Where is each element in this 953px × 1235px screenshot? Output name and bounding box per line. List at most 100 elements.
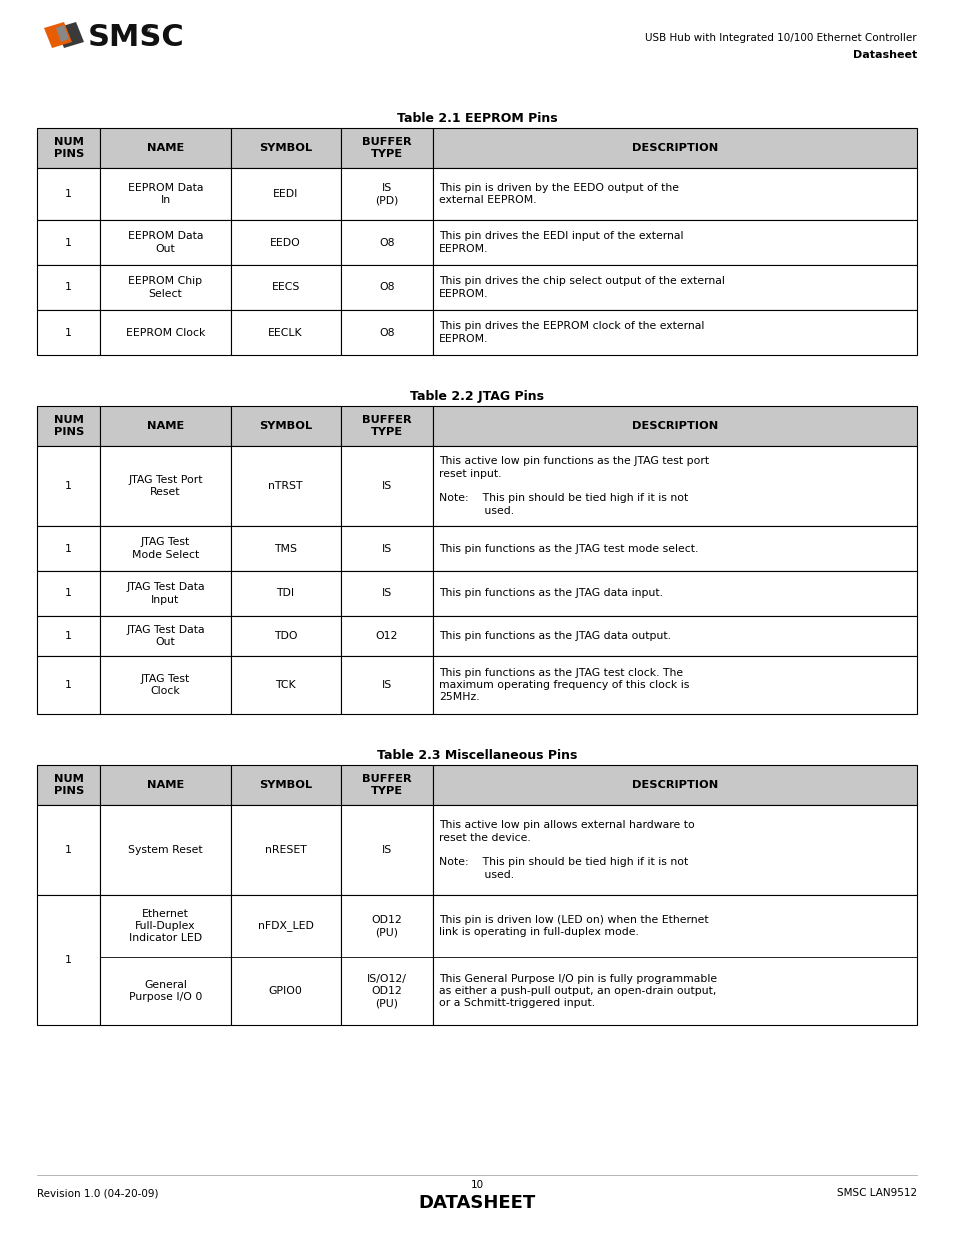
Bar	[340, 220, 433, 266]
Bar	[231, 168, 340, 220]
Text: NAME: NAME	[147, 421, 184, 431]
Bar	[340, 128, 433, 168]
Bar	[231, 895, 340, 1025]
Bar	[37, 128, 100, 168]
Text: EECS: EECS	[271, 283, 299, 293]
Bar	[37, 526, 100, 571]
Bar	[231, 805, 340, 895]
Text: This pin functions as the JTAG data output.: This pin functions as the JTAG data outp…	[438, 631, 670, 641]
Text: 1: 1	[65, 680, 72, 690]
Text: IS
(PD): IS (PD)	[375, 183, 398, 205]
Text: 1: 1	[65, 327, 72, 337]
Text: DESCRIPTION: DESCRIPTION	[631, 781, 718, 790]
Text: JTAG Test
Mode Select: JTAG Test Mode Select	[132, 537, 199, 559]
Bar	[37, 406, 100, 446]
Bar	[231, 571, 340, 616]
Text: This active low pin allows external hardware to
reset the device.

Note:    This: This active low pin allows external hard…	[438, 820, 694, 879]
Bar	[340, 895, 433, 1025]
Text: IS: IS	[381, 543, 392, 553]
Text: NAME: NAME	[147, 143, 184, 153]
Text: SYMBOL: SYMBOL	[259, 143, 312, 153]
Text: NUM
PINS: NUM PINS	[53, 137, 84, 159]
Bar	[100, 805, 231, 895]
Bar	[433, 220, 916, 266]
Text: DESCRIPTION: DESCRIPTION	[631, 421, 718, 431]
Text: USB Hub with Integrated 10/100 Ethernet Controller: USB Hub with Integrated 10/100 Ethernet …	[644, 33, 916, 43]
Text: JTAG Test
Clock: JTAG Test Clock	[141, 674, 190, 697]
Text: nRESET: nRESET	[264, 845, 306, 855]
Text: This pin functions as the JTAG test clock. The
maximum operating frequency of th: This pin functions as the JTAG test cloc…	[438, 668, 689, 703]
Text: EEPROM Data
Out: EEPROM Data Out	[128, 231, 203, 253]
Bar	[100, 616, 231, 656]
Text: Ethernet
Full-Duplex
Indicator LED: Ethernet Full-Duplex Indicator LED	[129, 909, 202, 944]
Text: TDI: TDI	[276, 589, 294, 599]
Bar	[100, 406, 231, 446]
Bar	[37, 168, 100, 220]
Bar	[231, 446, 340, 526]
Text: SYMBOL: SYMBOL	[259, 421, 312, 431]
Text: 1: 1	[65, 283, 72, 293]
Bar	[100, 266, 231, 310]
Bar	[100, 220, 231, 266]
Bar	[340, 168, 433, 220]
Text: JTAG Test Data
Out: JTAG Test Data Out	[126, 625, 205, 647]
Bar	[100, 656, 231, 714]
Text: O8: O8	[378, 327, 395, 337]
Text: Table 2.2 JTAG Pins: Table 2.2 JTAG Pins	[410, 390, 543, 403]
Text: O8: O8	[378, 283, 395, 293]
Text: IS/O12/
OD12
(PU): IS/O12/ OD12 (PU)	[367, 973, 406, 1009]
Bar	[100, 168, 231, 220]
Text: Datasheet: Datasheet	[852, 49, 916, 61]
Text: nTRST: nTRST	[268, 480, 302, 492]
Bar	[37, 656, 100, 714]
Text: BUFFER
TYPE: BUFFER TYPE	[361, 774, 411, 797]
Text: This pin is driven low (LED on) when the Ethernet
link is operating in full-dupl: This pin is driven low (LED on) when the…	[438, 915, 708, 937]
Bar	[433, 616, 916, 656]
Bar	[37, 805, 100, 895]
Bar	[340, 310, 433, 354]
Text: IS: IS	[381, 589, 392, 599]
Bar	[433, 895, 916, 1025]
Bar	[340, 656, 433, 714]
Text: GPIO0: GPIO0	[269, 986, 302, 995]
Text: This pin functions as the JTAG data input.: This pin functions as the JTAG data inpu…	[438, 589, 662, 599]
Text: 1: 1	[65, 631, 72, 641]
Text: EEDI: EEDI	[273, 189, 298, 199]
Bar	[433, 764, 916, 805]
Bar	[37, 616, 100, 656]
Bar	[340, 616, 433, 656]
Polygon shape	[44, 22, 71, 48]
Bar	[37, 220, 100, 266]
Text: 1: 1	[65, 237, 72, 247]
Text: JTAG Test Data
Input: JTAG Test Data Input	[126, 582, 205, 605]
Text: DESCRIPTION: DESCRIPTION	[631, 143, 718, 153]
Text: Table 2.1 EEPROM Pins: Table 2.1 EEPROM Pins	[396, 112, 557, 125]
Bar	[231, 526, 340, 571]
Text: 1: 1	[65, 845, 72, 855]
Text: EEDO: EEDO	[270, 237, 300, 247]
Bar	[100, 895, 231, 1025]
Bar	[433, 656, 916, 714]
Bar	[231, 266, 340, 310]
Text: NUM
PINS: NUM PINS	[53, 774, 84, 797]
Text: nFDX_LED: nFDX_LED	[257, 920, 314, 931]
Bar	[37, 764, 100, 805]
Text: EEPROM Data
In: EEPROM Data In	[128, 183, 203, 205]
Text: 1: 1	[65, 480, 72, 492]
Bar	[231, 128, 340, 168]
Text: Revision 1.0 (04-20-09): Revision 1.0 (04-20-09)	[37, 1188, 158, 1198]
Text: ®: ®	[142, 25, 152, 35]
Bar	[231, 310, 340, 354]
Text: TCK: TCK	[275, 680, 295, 690]
Text: This pin functions as the JTAG test mode select.: This pin functions as the JTAG test mode…	[438, 543, 698, 553]
Text: IS: IS	[381, 680, 392, 690]
Text: EECLK: EECLK	[268, 327, 303, 337]
Bar	[37, 895, 100, 1025]
Text: 1: 1	[65, 955, 72, 965]
Bar	[231, 406, 340, 446]
Text: This General Purpose I/O pin is fully programmable
as either a push-pull output,: This General Purpose I/O pin is fully pr…	[438, 973, 717, 1009]
Bar	[37, 266, 100, 310]
Bar	[340, 526, 433, 571]
Bar	[433, 571, 916, 616]
Text: NUM
PINS: NUM PINS	[53, 415, 84, 437]
